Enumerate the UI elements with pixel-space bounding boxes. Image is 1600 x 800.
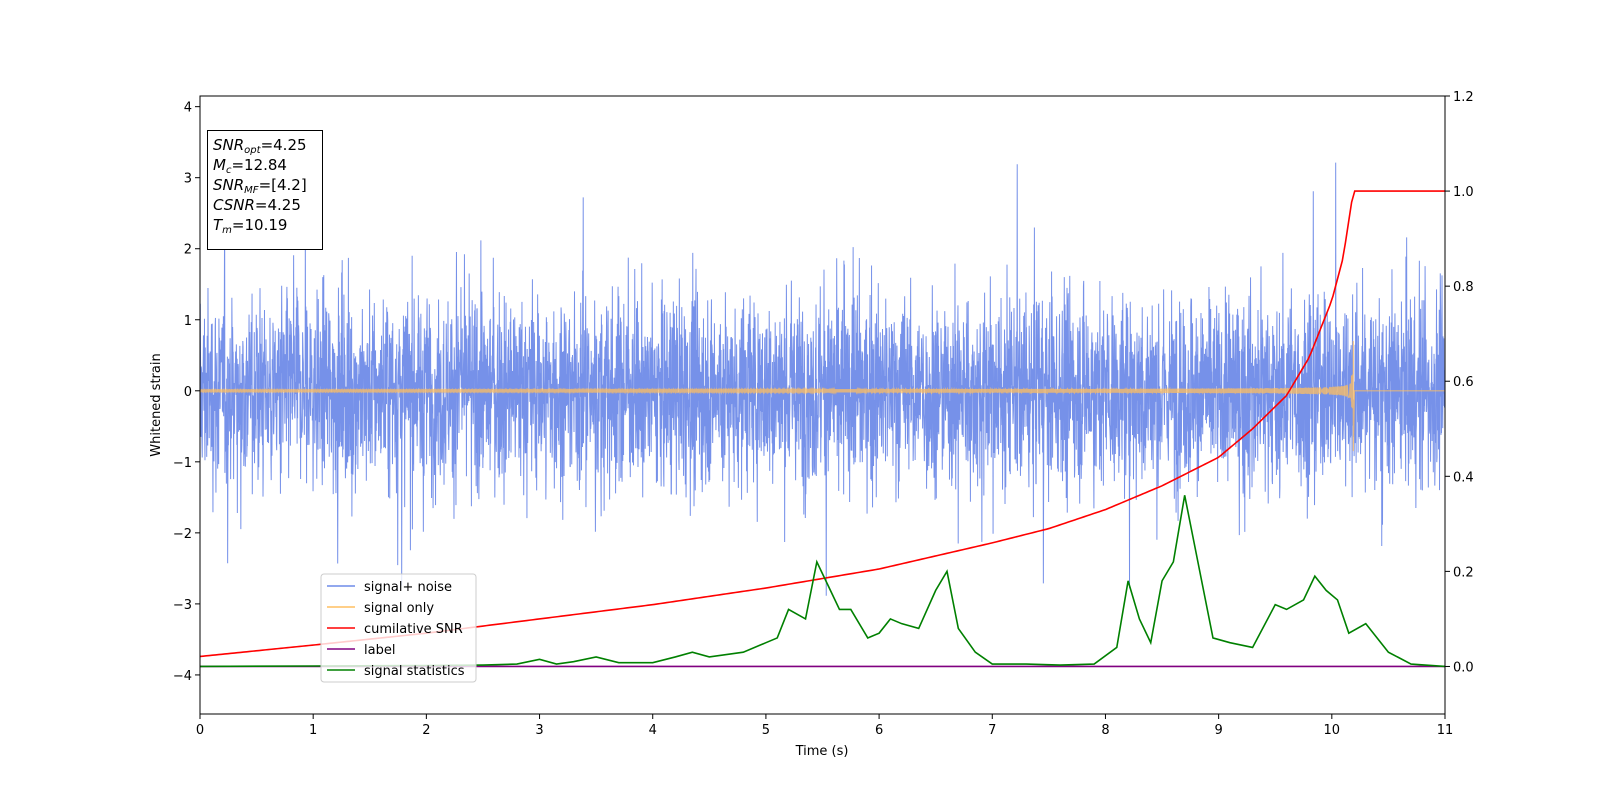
series-signal-only [200, 341, 1445, 452]
legend-label: signal only [364, 601, 434, 616]
y-left-tick-label: −4 [173, 669, 192, 684]
y-left-tick-label: −2 [173, 527, 192, 542]
y-left-tick-label: 2 [184, 243, 192, 258]
plot-frame [199, 95, 1446, 715]
signal-plus-noise-line [200, 162, 1445, 596]
x-tick-label: 10 [1324, 723, 1341, 738]
x-tick-label: 2 [422, 723, 430, 738]
y-left-tick-label: 3 [184, 172, 192, 187]
info-tm: Tm=10.19 [213, 216, 288, 236]
y-left-tick-label: 1 [184, 314, 192, 329]
x-tick-label: 0 [196, 723, 204, 738]
y-right-tick-label: 1.0 [1453, 185, 1474, 200]
legend-label: label [364, 643, 395, 658]
info-mc: Mc=12.84 [213, 156, 287, 176]
legend-label: signal statistics [364, 664, 465, 679]
signal-only-line [200, 341, 1445, 452]
y-left-tick-label: −1 [173, 456, 192, 471]
x-tick-label: 1 [309, 723, 317, 738]
x-tick-label: 11 [1437, 723, 1454, 738]
x-axis-label: Time (s) [795, 744, 849, 759]
x-tick-label: 8 [1101, 723, 1109, 738]
x-tick-label: 4 [649, 723, 657, 738]
y-right-tick-label: 0.0 [1453, 660, 1474, 675]
legend-box [320, 573, 477, 683]
info-csnr: CSNR=4.25 [213, 196, 301, 214]
y-right-tick-label: 1.2 [1453, 90, 1474, 105]
info-snr-opt: SNRopt=4.25 [213, 136, 307, 156]
y-right-tick-label: 0.4 [1453, 470, 1474, 485]
y-left-tick-label: 4 [184, 101, 192, 116]
x-tick-label: 3 [535, 723, 543, 738]
legend-label: signal+ noise [364, 580, 452, 595]
y-axis-label: Whitened strain [149, 353, 164, 456]
x-tick-label: 6 [875, 723, 883, 738]
signal-statistics-line [200, 495, 1445, 668]
x-tick-label: 5 [762, 723, 770, 738]
y-right-tick-label: 0.2 [1453, 565, 1474, 580]
y-left-tick-label: 0 [184, 385, 192, 400]
y-right-tick-label: 0.6 [1453, 375, 1474, 390]
info-box: SNRopt=4.25 Mc=12.84 SNRMF=[4.2] CSNR=4.… [207, 130, 323, 250]
y-axis-left: 4 3 2 1 0 −1 −2 −3 −4 [173, 101, 200, 684]
series-signal-plus-noise [200, 162, 1445, 596]
y-axis-right: 1.2 1.0 0.8 0.6 0.4 0.2 0.0 [1445, 90, 1474, 675]
x-tick-label: 7 [988, 723, 996, 738]
legend: signal+ noise signal only cumilative SNR la… [320, 573, 477, 683]
y-right-tick-label: 0.8 [1453, 280, 1474, 295]
y-left-tick-label: −3 [173, 598, 192, 613]
info-snr-mf: SNRMF=[4.2] [213, 176, 307, 196]
legend-label: cumilative SNR [364, 622, 463, 637]
x-axis: 0 1 2 3 4 5 6 7 8 9 10 11 [196, 714, 1453, 738]
x-tick-label: 9 [1214, 723, 1222, 738]
